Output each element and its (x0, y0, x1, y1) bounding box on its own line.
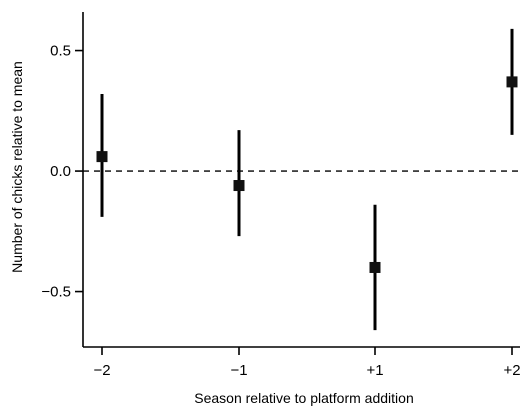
x-axis-label: Season relative to platform addition (194, 390, 413, 406)
y-tick-label: −0.5 (41, 284, 71, 301)
y-axis-label: Number of chicks relative to mean (9, 61, 25, 273)
data-point (369, 261, 381, 273)
data-point (233, 180, 245, 192)
x-tick-label: −1 (230, 362, 247, 379)
data-point (506, 76, 518, 88)
x-axis: −2 −1 +1 +2 (83, 346, 521, 379)
y-tick-label: 0.5 (50, 43, 71, 60)
x-tick-label: −2 (93, 362, 110, 379)
data-marks (96, 28, 518, 331)
data-point (96, 151, 108, 163)
y-tick-label: 0.0 (50, 163, 71, 180)
y-axis: 0.5 0.0 −0.5 (41, 12, 84, 347)
x-tick-label: +2 (503, 362, 520, 379)
x-tick-label: +1 (366, 362, 383, 379)
